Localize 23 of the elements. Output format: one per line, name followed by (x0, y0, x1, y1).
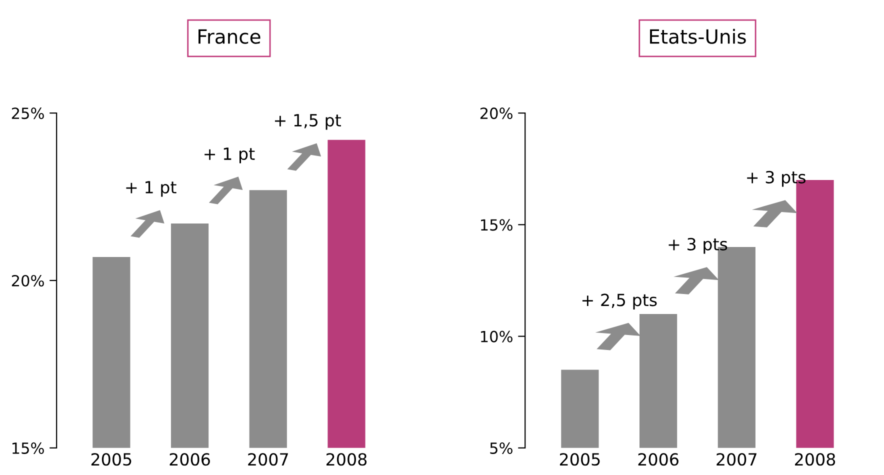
x-tick-label: 2008 (795, 453, 836, 466)
y-tick-label: 5% (490, 442, 512, 454)
y-tick-label: 15% (481, 219, 512, 231)
annotation: + 1 pt (126, 181, 176, 197)
x-tick-label: 2006 (638, 453, 678, 466)
x-tick-label: 2005 (560, 453, 600, 466)
x-tick-label: 2007 (248, 453, 288, 466)
annotation: + 3 pts (747, 170, 806, 187)
x-tick-label: 2007 (716, 453, 756, 466)
x-tick-label: 2006 (170, 453, 210, 466)
chart-title: Etats-Unis (650, 28, 746, 44)
y-tick-label: 20% (480, 108, 512, 120)
annotation: + 3 pts (668, 238, 728, 254)
y-tick-label: 15% (12, 442, 44, 454)
y-tick-label: 25% (12, 108, 44, 120)
chart-title: France (198, 29, 260, 44)
x-tick-label: 2005 (91, 453, 132, 466)
y-tick-label: 20% (12, 274, 44, 287)
x-tick-label: 2008 (326, 453, 367, 466)
y-tick-label: 10% (481, 330, 512, 342)
annotation: + 2,5 pts (582, 294, 657, 310)
annotation: + 1,5 pt (274, 114, 341, 130)
annotation: + 1 pt (204, 148, 255, 164)
